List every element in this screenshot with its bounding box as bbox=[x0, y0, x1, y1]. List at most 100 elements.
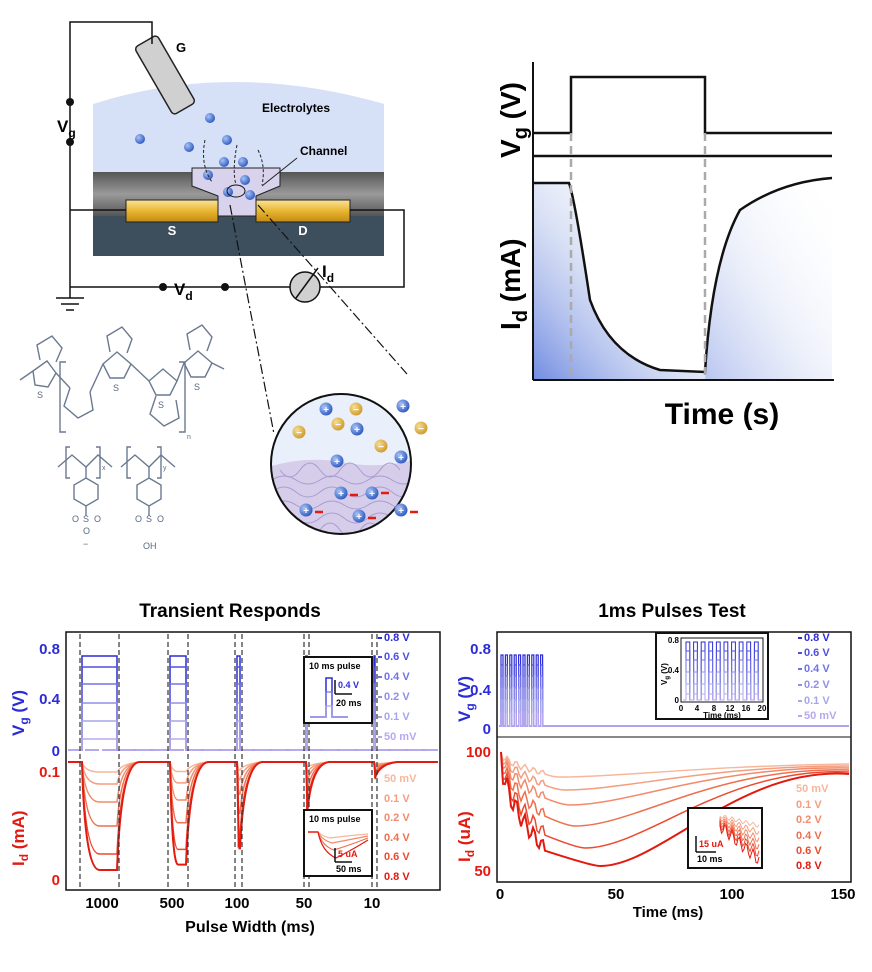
pulses-vg-axis-label: Vg (V) bbox=[455, 676, 477, 722]
pulses-inset-xtick-1: 4 bbox=[695, 704, 700, 713]
transient-vg-trace-1 bbox=[68, 666, 438, 751]
vd-terminal-left bbox=[159, 283, 167, 291]
transient-id-tick-1: 0 bbox=[52, 872, 60, 889]
zoom-plus-9: + bbox=[356, 512, 362, 523]
zoom-plus-1: + bbox=[323, 405, 329, 416]
zoom-minus-5: − bbox=[378, 442, 384, 453]
pulses-inset-xlabel: Time (ms) bbox=[703, 711, 741, 720]
zoom-source-marker bbox=[226, 184, 246, 198]
sulfonate-minus: − bbox=[83, 539, 88, 549]
pulses-inset-xtick-5: 20 bbox=[758, 704, 767, 713]
transient-vg-trace-5 bbox=[68, 738, 438, 751]
pulses-vg-traces bbox=[499, 654, 849, 727]
sulfonate-s-1: S bbox=[83, 514, 89, 524]
gate-label: G bbox=[176, 40, 186, 55]
electrolyte-label: Electrolytes bbox=[262, 101, 330, 115]
pulses-id-tick-1: 50 bbox=[474, 863, 491, 880]
pulses-id-legend-3: 0.4 V bbox=[796, 830, 822, 842]
transient-id-trace-5 bbox=[68, 761, 438, 871]
pulses-vg-legend-5: 50 mV bbox=[804, 710, 837, 722]
ion-flow-arrows bbox=[203, 139, 264, 186]
zoom-minus-3: − bbox=[418, 424, 424, 435]
pulses-vg-tick-1: 0.4 bbox=[470, 682, 492, 699]
transient-vg-legend-1: 0.6 V bbox=[384, 651, 410, 663]
gate-electrode bbox=[134, 35, 196, 115]
transient-vg-axis-label: Vg (V) bbox=[9, 690, 31, 736]
sulfonate-o-2: O bbox=[94, 514, 101, 524]
pulses-title: 1ms Pulses Test bbox=[598, 601, 746, 622]
transient-vg-trace-0 bbox=[68, 655, 438, 751]
zoom-ions bbox=[292, 399, 428, 523]
transient-vg-legend-4: 0.1 V bbox=[384, 711, 410, 723]
zoom-minus-4: − bbox=[296, 428, 302, 439]
transient-vg-legend-2: 0.4 V bbox=[384, 671, 410, 683]
pulses-inset-xtick-3: 12 bbox=[726, 704, 735, 713]
transient-x-tick-4: 10 bbox=[364, 895, 381, 912]
vd-schematic-label: Vd bbox=[174, 280, 193, 303]
channel-label: Channel bbox=[300, 144, 347, 158]
pulses-id-trace-3 bbox=[500, 751, 850, 827]
pulses-inset-ytick-2: 0 bbox=[675, 696, 680, 705]
pulses-inset-xtick-4: 16 bbox=[742, 704, 751, 713]
pulses-vg-trace-5 bbox=[499, 711, 849, 727]
pulses-inset-id-trace-1 bbox=[719, 816, 760, 835]
pulses-inset-id-trace-2 bbox=[719, 818, 760, 842]
pulses-id-legend-0: 50 mV bbox=[796, 783, 829, 795]
pulses-id-axis-label: Id (uA) bbox=[455, 811, 477, 862]
sulfonate-o-5: O bbox=[157, 514, 164, 524]
zoom-plus-5: + bbox=[334, 457, 340, 468]
transient-vg-trace-2 bbox=[68, 683, 438, 751]
vd-terminal-right bbox=[221, 283, 229, 291]
zoom-plus-2: + bbox=[400, 402, 406, 413]
transient-inset-bottom-title: 10 ms pulse bbox=[309, 814, 361, 824]
pulses-id-traces bbox=[500, 751, 850, 868]
zoom-plus-6: + bbox=[338, 489, 344, 500]
pulses-inset-id-trace-0 bbox=[719, 814, 760, 828]
transient-vg-tick-0: 0.8 bbox=[39, 641, 60, 658]
transient-inset-top: 10 ms pulse 0.4 V 20 ms bbox=[303, 656, 373, 724]
sulfur-label-3: S bbox=[158, 400, 164, 410]
transient-id-legend-2: 0.2 V bbox=[384, 812, 410, 824]
vg-terminal-bottom bbox=[66, 138, 74, 146]
pulses-id-legend-2: 0.2 V bbox=[796, 814, 822, 826]
vg-waveform-line bbox=[533, 75, 832, 135]
sulfonate-o-1: O bbox=[72, 514, 79, 524]
pedot-chain bbox=[19, 324, 225, 433]
transient-x-tick-0: 1000 bbox=[85, 895, 118, 912]
transient-id-axis-label: Id (mA) bbox=[9, 810, 31, 866]
zoom-minus-2: − bbox=[335, 420, 341, 431]
sulfur-label-1: S bbox=[37, 390, 43, 400]
pulses-x-tick-0: 0 bbox=[496, 886, 504, 903]
transient-vg-legend-0: 0.8 V bbox=[384, 632, 410, 644]
transient-id-traces bbox=[68, 761, 438, 871]
sulfonate-o-3: O bbox=[83, 526, 90, 536]
pulses-inset-xtick-2: 8 bbox=[712, 704, 717, 713]
vg-schematic-label: Vg bbox=[57, 117, 76, 140]
pulses-inset-id-trace-4 bbox=[719, 820, 760, 857]
pedot-pss-structure bbox=[19, 324, 225, 516]
pulses-panel: 1ms Pulses Test 0.8 0.4 0 100 50 Vg (V) … bbox=[455, 601, 856, 921]
waveform-vg-label: Vg (V) bbox=[495, 82, 532, 158]
pulses-inset-ylabel: Vg (V) bbox=[660, 663, 671, 685]
waveform-id-label: Id (mA) bbox=[495, 238, 532, 330]
transient-id-legend-5: 0.8 V bbox=[384, 871, 410, 883]
transient-inset-top-scale-t: 20 ms bbox=[336, 698, 362, 708]
zoom-lines bbox=[229, 204, 408, 435]
transient-inset-bottom-scale-t: 50 ms bbox=[336, 864, 362, 874]
pulses-vg-tick-2: 0 bbox=[483, 721, 491, 738]
transient-x-label: Pulse Width (ms) bbox=[185, 919, 315, 936]
pulses-x-tick-3: 150 bbox=[830, 886, 855, 903]
zoom-plus-8: + bbox=[303, 506, 309, 517]
subscript-x: x bbox=[102, 465, 106, 472]
pss-units bbox=[57, 446, 176, 516]
pulses-x-label: Time (ms) bbox=[633, 904, 704, 921]
pulses-id-trace-5 bbox=[500, 751, 850, 868]
pulses-inset-ytick-0: 0.8 bbox=[668, 636, 680, 645]
circuit-wires bbox=[56, 21, 405, 311]
drain-electrode bbox=[255, 199, 351, 223]
transient-id-legend-0: 50 mV bbox=[384, 773, 417, 785]
id-waveform-line bbox=[533, 176, 833, 374]
pulses-vg-legend-3: 0.2 V bbox=[804, 679, 830, 691]
transient-vg-tick-1: 0.4 bbox=[39, 691, 61, 708]
transient-id-legend-3: 0.4 V bbox=[384, 832, 410, 844]
